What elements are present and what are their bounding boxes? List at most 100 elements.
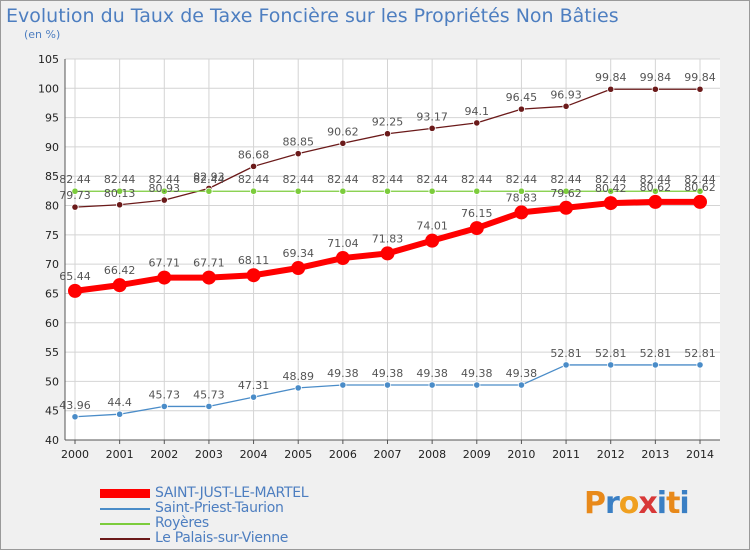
data-point bbox=[514, 205, 529, 220]
logo-letter: P bbox=[584, 486, 606, 521]
data-point bbox=[425, 233, 440, 248]
data-label: 44.4 bbox=[107, 396, 132, 409]
chart-title: Evolution du Taux de Taxe Foncière sur l… bbox=[6, 5, 619, 27]
data-label: 82.44 bbox=[372, 173, 404, 186]
y-tick-label: 70 bbox=[45, 258, 59, 271]
data-label: 49.38 bbox=[327, 367, 359, 380]
data-point bbox=[339, 381, 347, 389]
data-label: 82.44 bbox=[595, 173, 627, 186]
logo-letter: r bbox=[605, 486, 620, 521]
data-label: 66.42 bbox=[104, 264, 136, 277]
y-tick-label: 105 bbox=[38, 53, 59, 66]
data-point bbox=[71, 203, 79, 211]
y-tick-label: 80 bbox=[45, 200, 59, 213]
data-label: 93.17 bbox=[416, 110, 448, 123]
data-point bbox=[294, 384, 302, 392]
data-label: 92.25 bbox=[372, 116, 404, 129]
data-point bbox=[339, 187, 347, 195]
data-point bbox=[428, 187, 436, 195]
data-label: 82.44 bbox=[640, 173, 672, 186]
legend-swatch-saint-priest bbox=[100, 508, 150, 510]
data-label: 96.93 bbox=[550, 88, 582, 101]
data-point bbox=[71, 413, 79, 421]
data-point bbox=[160, 402, 168, 411]
y-tick-label: 75 bbox=[45, 229, 59, 242]
data-label: 82.44 bbox=[416, 173, 448, 186]
data-label: 82.44 bbox=[550, 173, 582, 186]
data-point bbox=[607, 361, 615, 369]
x-tick-label: 2005 bbox=[284, 448, 312, 461]
data-label: 80.62 bbox=[640, 181, 672, 194]
data-point bbox=[249, 187, 258, 195]
y-tick-label: 85 bbox=[45, 170, 59, 183]
data-label: 94.1 bbox=[465, 105, 490, 118]
logo-letter: x bbox=[638, 486, 657, 521]
data-label: 80.93 bbox=[149, 182, 181, 195]
data-label: 82.44 bbox=[104, 173, 136, 186]
data-point bbox=[201, 270, 216, 285]
data-point bbox=[428, 124, 436, 132]
legend-label-saint-priest: Saint-Priest-Taurion bbox=[155, 500, 284, 516]
x-tick-label: 2007 bbox=[374, 448, 402, 461]
data-label: 82.44 bbox=[193, 173, 225, 186]
data-point bbox=[246, 268, 261, 283]
y-tick-label: 40 bbox=[45, 434, 59, 447]
data-point bbox=[116, 187, 124, 195]
data-point bbox=[562, 187, 570, 195]
data-point bbox=[291, 261, 306, 276]
data-point bbox=[562, 361, 570, 369]
y-tick-label: 45 bbox=[45, 405, 59, 418]
data-point bbox=[473, 381, 481, 389]
legend-label-palais: Le Palais-sur-Vienne bbox=[155, 530, 289, 546]
data-label: 49.38 bbox=[416, 367, 448, 380]
data-label: 86.68 bbox=[238, 148, 270, 161]
data-label: 79.73 bbox=[59, 189, 91, 202]
data-label: 48.89 bbox=[282, 370, 314, 383]
data-label: 99.84 bbox=[640, 71, 672, 84]
data-label: 52.81 bbox=[684, 347, 716, 360]
data-label: 52.81 bbox=[595, 347, 627, 360]
data-point bbox=[696, 361, 704, 369]
data-label: 82.44 bbox=[149, 173, 181, 186]
data-label: 47.31 bbox=[238, 379, 270, 392]
data-point bbox=[428, 381, 436, 389]
data-label: 49.38 bbox=[506, 367, 538, 380]
data-label: 88.85 bbox=[282, 136, 314, 149]
y-tick-label: 90 bbox=[45, 141, 59, 154]
data-point bbox=[517, 187, 526, 195]
x-tick-label: 2013 bbox=[641, 448, 669, 461]
data-label: 76.15 bbox=[461, 207, 493, 220]
data-label: 52.81 bbox=[640, 347, 672, 360]
x-tick-label: 2009 bbox=[463, 448, 491, 461]
data-point bbox=[651, 85, 659, 93]
data-point bbox=[380, 246, 395, 261]
data-point bbox=[383, 187, 392, 195]
legend-label-saint-just: SAINT-JUST-LE-MARTEL bbox=[155, 485, 309, 501]
data-label: 71.04 bbox=[327, 237, 359, 250]
data-label: 82.44 bbox=[461, 173, 493, 186]
data-point bbox=[473, 119, 481, 127]
data-label: 68.11 bbox=[238, 254, 270, 267]
data-point bbox=[205, 402, 213, 411]
data-point bbox=[651, 361, 659, 369]
x-tick-label: 2006 bbox=[329, 448, 357, 461]
x-tick-label: 2004 bbox=[240, 448, 268, 461]
data-label: 82.44 bbox=[59, 173, 91, 186]
data-point bbox=[473, 187, 481, 195]
data-point bbox=[696, 85, 704, 93]
data-point bbox=[648, 194, 663, 209]
data-point bbox=[607, 187, 615, 195]
data-point bbox=[249, 162, 258, 170]
x-tick-label: 2000 bbox=[61, 448, 89, 461]
data-label: 67.71 bbox=[149, 257, 181, 270]
data-point bbox=[71, 187, 79, 195]
data-label: 49.38 bbox=[461, 367, 493, 380]
data-label: 74.01 bbox=[416, 220, 448, 233]
data-point bbox=[559, 200, 574, 215]
data-label: 69.34 bbox=[282, 247, 314, 260]
data-point bbox=[116, 201, 124, 209]
data-point bbox=[339, 139, 347, 147]
logo-letter: o bbox=[618, 486, 640, 521]
logo-letter: i bbox=[679, 486, 689, 521]
